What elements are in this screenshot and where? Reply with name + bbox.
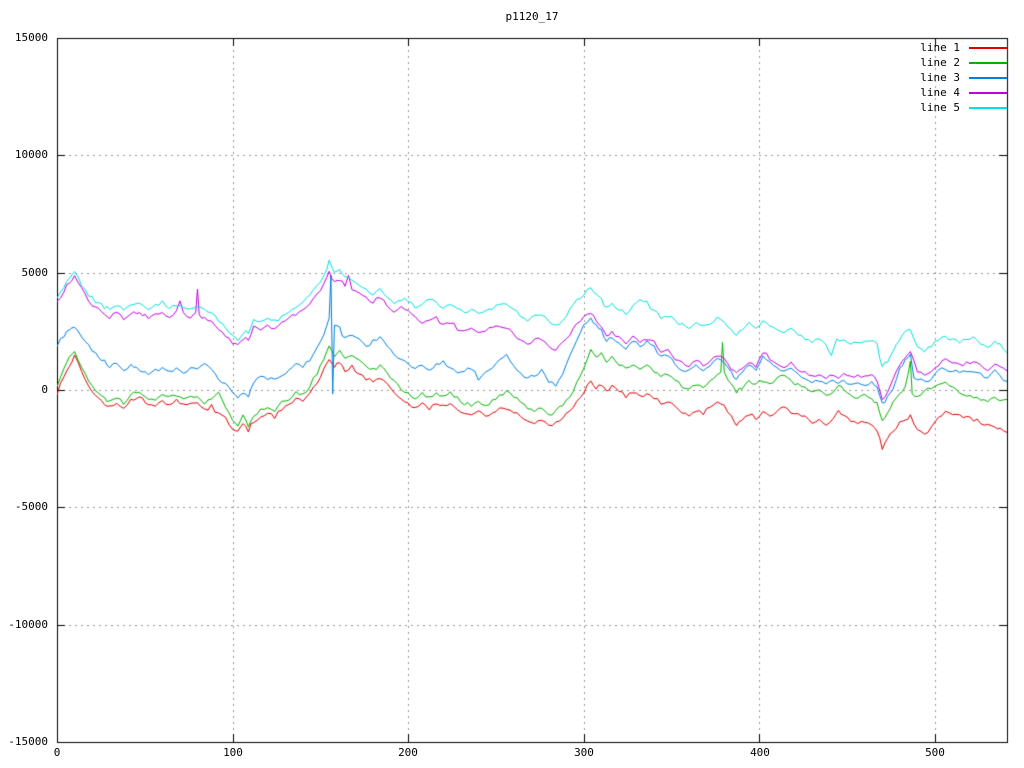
legend-line-sample-purple — [969, 91, 1007, 94]
legend-item-line2: line 2 — [920, 55, 1007, 70]
x-tick-label-200: 200 — [398, 746, 418, 759]
x-tick-label-300: 300 — [574, 746, 594, 759]
legend-label-line5: line 5 — [920, 101, 960, 114]
legend-item-line5: line 5 — [920, 100, 1007, 115]
legend-line-sample-red — [969, 46, 1007, 49]
legend-label-line1: line 1 — [920, 41, 960, 54]
legend-label-line4: line 4 — [920, 86, 960, 99]
x-tick-label-500: 500 — [925, 746, 945, 759]
legend-item-line1: line 1 — [920, 40, 1007, 55]
legend-line-sample-green — [969, 61, 1007, 64]
legend-label-line3: line 3 — [920, 71, 960, 84]
y-tick-label-neg15000: -15000 — [8, 735, 48, 748]
y-tick-label-neg5000: -5000 — [14, 500, 48, 513]
y-tick-label-10000: 10000 — [14, 148, 48, 161]
chart-title: p1120_17 — [505, 10, 559, 23]
legend-line-sample-cyan — [969, 106, 1007, 109]
y-tick-label-5000: 5000 — [21, 266, 49, 279]
x-tick-label-100: 100 — [223, 746, 243, 759]
y-tick-label-neg10000: -10000 — [8, 618, 48, 631]
x-tick-label-400: 400 — [750, 746, 770, 759]
y-tick-label-15000: 15000 — [14, 31, 48, 44]
y-tick-label-0: 0 — [41, 383, 48, 396]
legend-label-line2: line 2 — [920, 56, 960, 69]
x-tick-label-0: 0 — [53, 746, 61, 759]
legend-item-line4: line 4 — [920, 85, 1007, 100]
legend-item-line3: line 3 — [920, 70, 1007, 85]
legend: line 1 line 2 line 3 line 4 line 5 — [920, 40, 1007, 115]
legend-line-sample-blue — [969, 76, 1007, 79]
